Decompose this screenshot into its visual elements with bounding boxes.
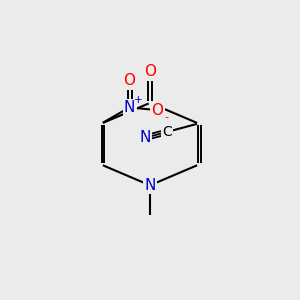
- Text: N: N: [144, 178, 156, 193]
- Text: +: +: [134, 94, 143, 105]
- Text: N: N: [124, 100, 135, 115]
- Text: C: C: [162, 125, 172, 139]
- Text: -: -: [164, 112, 168, 122]
- Text: O: O: [124, 73, 136, 88]
- Text: N: N: [139, 130, 151, 145]
- Text: O: O: [152, 103, 164, 118]
- Text: O: O: [144, 64, 156, 80]
